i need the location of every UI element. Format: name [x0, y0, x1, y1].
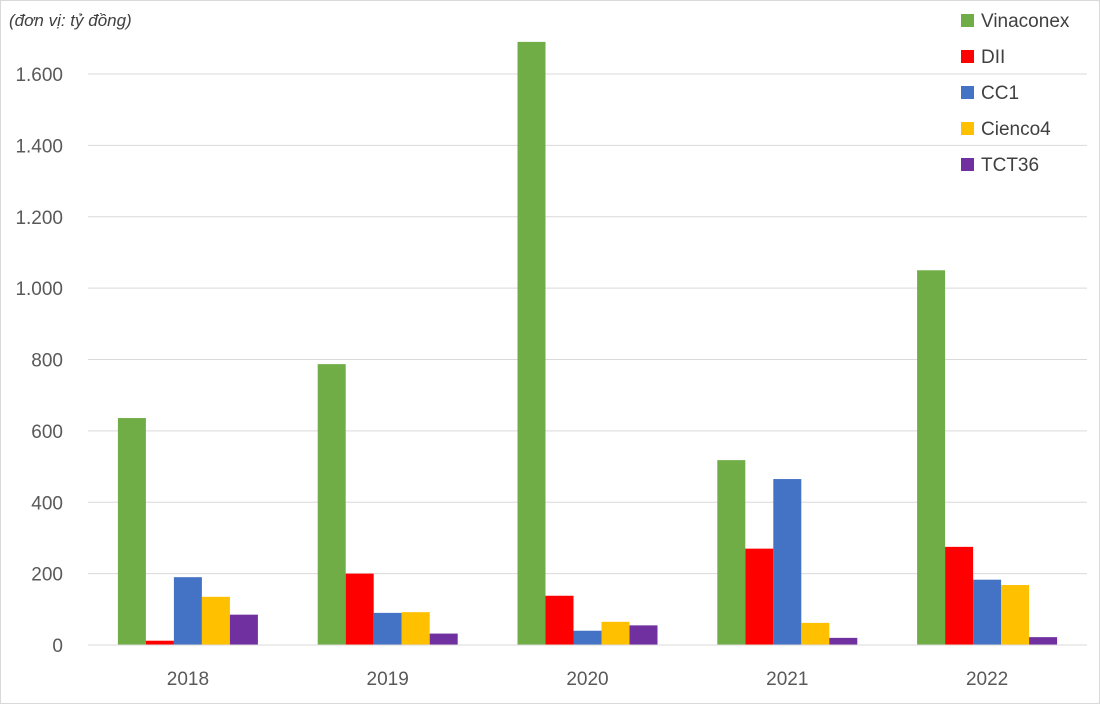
bar-vinaconex-2018 [117, 418, 146, 645]
y-tick-label: 1.400 [15, 136, 63, 157]
legend-swatch-cc1 [961, 86, 974, 99]
bar-tct36-2018 [229, 614, 258, 645]
bars [117, 41, 1058, 646]
legend-swatch-dii [961, 50, 974, 63]
y-tick-label: 1.000 [15, 279, 63, 300]
bar-vinaconex-2020 [517, 41, 546, 646]
bar-cc1-2018 [173, 577, 202, 645]
bar-dii-2019 [345, 573, 374, 645]
bar-dii-2022 [945, 546, 974, 645]
legend-label-cc1: CC1 [981, 83, 1019, 104]
bar-cc1-2021 [773, 479, 802, 645]
unit-note: (đơn vị: tỷ đồng) [9, 11, 132, 30]
bar-vinaconex-2021 [717, 460, 746, 645]
bar-dii-2020 [545, 595, 574, 645]
y-tick-label: 0 [52, 636, 63, 657]
bar-tct36-2019 [429, 633, 458, 645]
x-axis-ticks: 2018 2019 2020 2021 2022 [167, 669, 1008, 690]
bar-cienco4-2018 [201, 596, 230, 645]
legend-swatch-cienco4 [961, 122, 974, 135]
legend-label-cienco4: Cienco4 [981, 119, 1051, 140]
bar-vinaconex-2022 [917, 270, 946, 645]
y-tick-label: 200 [31, 565, 63, 586]
y-tick-label: 1.600 [15, 65, 63, 86]
y-axis-ticks: 0 200 400 600 800 1.000 1.200 1.400 1.600 [15, 65, 63, 657]
bar-dii-2018 [145, 640, 174, 645]
x-tick-label: 2021 [766, 669, 808, 690]
bar-cc1-2019 [373, 612, 402, 645]
y-tick-label: 1.200 [15, 208, 63, 229]
bar-cc1-2022 [973, 579, 1002, 645]
bar-cienco4-2020 [601, 621, 630, 645]
x-tick-label: 2019 [367, 669, 409, 690]
x-tick-label: 2020 [566, 669, 608, 690]
y-tick-label: 600 [31, 422, 63, 443]
legend: Vinaconex DII CC1 Cienco4 TCT36 [961, 11, 1070, 176]
y-tick-label: 800 [31, 351, 63, 372]
bar-cienco4-2021 [801, 622, 830, 645]
bar-tct36-2022 [1029, 637, 1058, 645]
bar-cienco4-2019 [401, 612, 430, 645]
bar-cienco4-2022 [1001, 585, 1030, 645]
bar-cc1-2020 [573, 630, 602, 645]
gridlines [88, 73, 1087, 575]
y-tick-label: 400 [31, 493, 63, 514]
bar-dii-2021 [745, 548, 774, 645]
bar-vinaconex-2019 [317, 364, 346, 645]
bar-tct36-2020 [629, 625, 658, 645]
x-tick-label: 2022 [966, 669, 1008, 690]
x-tick-label: 2018 [167, 669, 209, 690]
legend-swatch-tct36 [961, 158, 974, 171]
legend-label-vinaconex: Vinaconex [981, 11, 1070, 32]
bar-tct36-2021 [829, 637, 858, 645]
legend-label-tct36: TCT36 [981, 155, 1039, 176]
legend-label-dii: DII [981, 47, 1005, 68]
legend-swatch-vinaconex [961, 14, 974, 27]
